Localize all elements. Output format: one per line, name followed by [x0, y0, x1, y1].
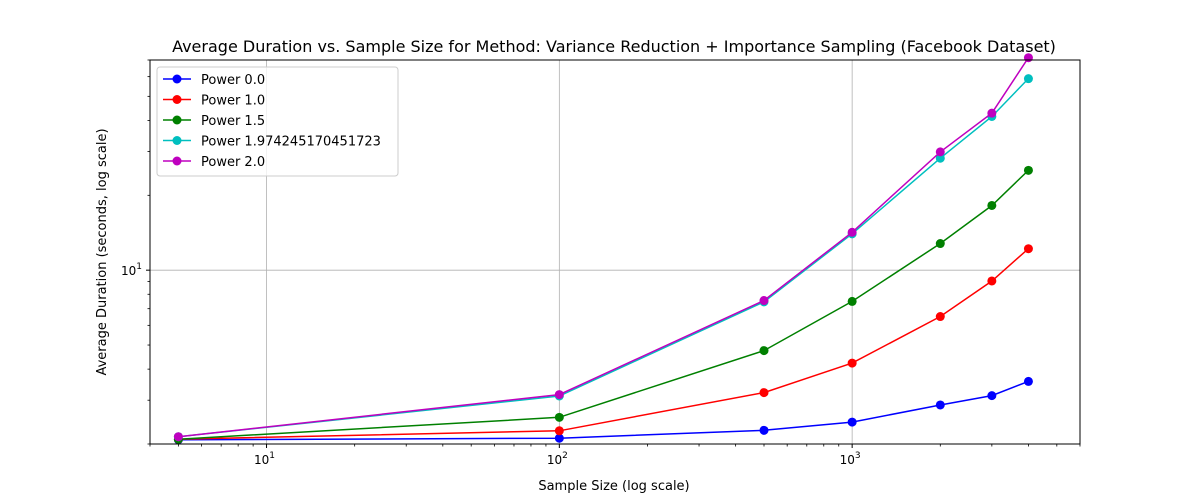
data-point — [554, 390, 564, 400]
series-line — [178, 169, 1029, 440]
data-point — [1023, 74, 1033, 84]
x-tick-label: 102 — [547, 451, 568, 467]
data-point — [987, 108, 997, 118]
data-point — [987, 391, 997, 401]
y-axis-label: Average Duration (seconds, log scale) — [95, 128, 110, 375]
data-point — [935, 239, 945, 249]
series-2 — [173, 165, 1033, 444]
legend-box — [156, 66, 399, 177]
legend-label: Power 1.0 — [201, 94, 265, 109]
data-point — [759, 296, 769, 306]
plot-frame — [149, 59, 1081, 445]
data-point — [935, 312, 945, 322]
data-point — [847, 417, 857, 427]
data-point — [759, 388, 769, 398]
data-point — [987, 276, 997, 286]
y-tick-label: 101 — [121, 262, 142, 278]
legend-marker — [172, 136, 182, 145]
data-point — [847, 227, 857, 237]
data-point — [1023, 244, 1033, 254]
legend-marker — [172, 115, 182, 125]
legend-item: Power 2.0 — [163, 155, 265, 170]
legend-label: Power 2.0 — [201, 155, 265, 170]
legend-marker — [172, 74, 182, 84]
x-axis-label: Sample Size (log scale) — [538, 479, 689, 494]
data-point — [759, 425, 769, 435]
data-point — [554, 433, 564, 443]
data-point — [759, 346, 769, 356]
data-point — [847, 296, 857, 306]
legend-label: Power 1.974245170451723 — [201, 135, 381, 150]
data-point — [554, 426, 564, 436]
y-axis-ticks: 101 — [121, 262, 150, 278]
series-0 — [173, 376, 1033, 445]
chart-title: Average Duration vs. Sample Size for Met… — [172, 37, 1056, 56]
legend-label: Power 1.5 — [201, 114, 265, 129]
x-axis-ticks: 101 102 103 — [254, 444, 861, 467]
data-point — [554, 412, 564, 422]
data-point — [173, 432, 183, 442]
data-point — [935, 147, 945, 157]
legend-item: Power 1.0 — [163, 94, 265, 109]
data-point — [1023, 53, 1033, 63]
legend-marker — [172, 95, 182, 104]
legend-marker — [172, 156, 182, 166]
data-point — [1023, 376, 1033, 386]
series-line — [178, 248, 1029, 440]
data-point — [847, 358, 857, 368]
data-point — [935, 400, 945, 410]
x-tick-label: 103 — [840, 451, 861, 467]
legend-item: Power 1.5 — [163, 114, 265, 129]
data-point — [935, 153, 945, 163]
series-layer — [173, 53, 1033, 445]
legend-item: Power 0.0 — [163, 73, 265, 88]
legend-item: Power 1.974245170451723 — [163, 135, 381, 150]
data-point — [987, 200, 997, 210]
x-tick-label: 101 — [254, 451, 275, 467]
series-1 — [173, 244, 1033, 444]
legend-label: Power 0.0 — [201, 73, 265, 88]
series-line — [178, 380, 1029, 441]
grid-lines — [150, 60, 1080, 444]
data-point — [1023, 165, 1033, 175]
legend: Power 0.0 Power 1.0 Power 1.5 Power 1.97424… — [156, 66, 399, 177]
